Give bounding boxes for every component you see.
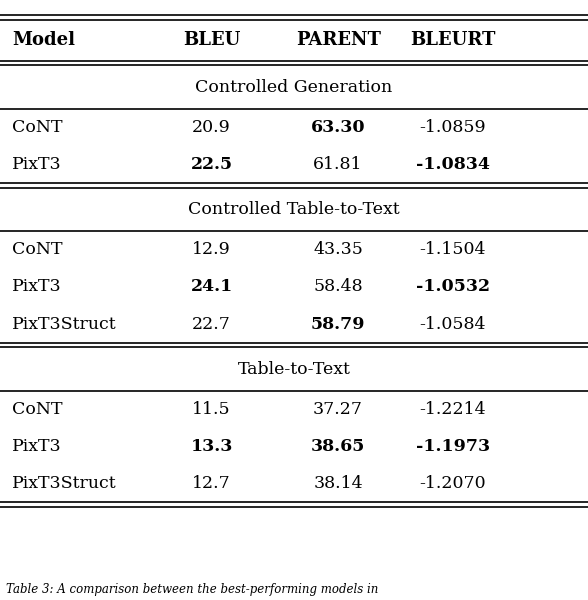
Text: CoNT: CoNT — [12, 241, 62, 258]
Text: 22.7: 22.7 — [192, 316, 231, 332]
Text: 20.9: 20.9 — [192, 119, 231, 136]
Text: PixT3Struct: PixT3Struct — [12, 316, 116, 332]
Text: Model: Model — [12, 31, 75, 49]
Text: PixT3: PixT3 — [12, 278, 61, 295]
Text: BLEU: BLEU — [183, 31, 240, 49]
Text: Controlled Table-to-Text: Controlled Table-to-Text — [188, 201, 400, 218]
Text: 58.79: 58.79 — [311, 316, 365, 332]
Text: PixT3: PixT3 — [12, 438, 61, 455]
Text: PARENT: PARENT — [296, 31, 380, 49]
Text: 43.35: 43.35 — [313, 241, 363, 258]
Text: 12.9: 12.9 — [192, 241, 231, 258]
Text: -1.0584: -1.0584 — [419, 316, 486, 332]
Text: BLEURT: BLEURT — [410, 31, 496, 49]
Text: 12.7: 12.7 — [192, 475, 231, 492]
Text: -1.2214: -1.2214 — [419, 401, 486, 418]
Text: CoNT: CoNT — [12, 119, 62, 136]
Text: -1.2070: -1.2070 — [419, 475, 486, 492]
Text: 38.14: 38.14 — [313, 475, 363, 492]
Text: PixT3Struct: PixT3Struct — [12, 475, 116, 492]
Text: 61.81: 61.81 — [313, 156, 363, 173]
Text: -1.1504: -1.1504 — [419, 241, 486, 258]
Text: -1.0834: -1.0834 — [416, 156, 490, 173]
Text: PixT3: PixT3 — [12, 156, 61, 173]
Text: 58.48: 58.48 — [313, 278, 363, 295]
Text: 24.1: 24.1 — [191, 278, 233, 295]
Text: 11.5: 11.5 — [192, 401, 231, 418]
Text: CoNT: CoNT — [12, 401, 62, 418]
Text: -1.0532: -1.0532 — [416, 278, 490, 295]
Text: 38.65: 38.65 — [311, 438, 365, 455]
Text: 37.27: 37.27 — [313, 401, 363, 418]
Text: Table-to-Text: Table-to-Text — [238, 361, 350, 377]
Text: -1.1973: -1.1973 — [416, 438, 490, 455]
Text: Table 3: A comparison between the best-performing models in: Table 3: A comparison between the best-p… — [6, 583, 378, 596]
Text: 63.30: 63.30 — [311, 119, 365, 136]
Text: 22.5: 22.5 — [191, 156, 233, 173]
Text: 13.3: 13.3 — [191, 438, 233, 455]
Text: Controlled Generation: Controlled Generation — [195, 79, 393, 95]
Text: -1.0859: -1.0859 — [419, 119, 486, 136]
